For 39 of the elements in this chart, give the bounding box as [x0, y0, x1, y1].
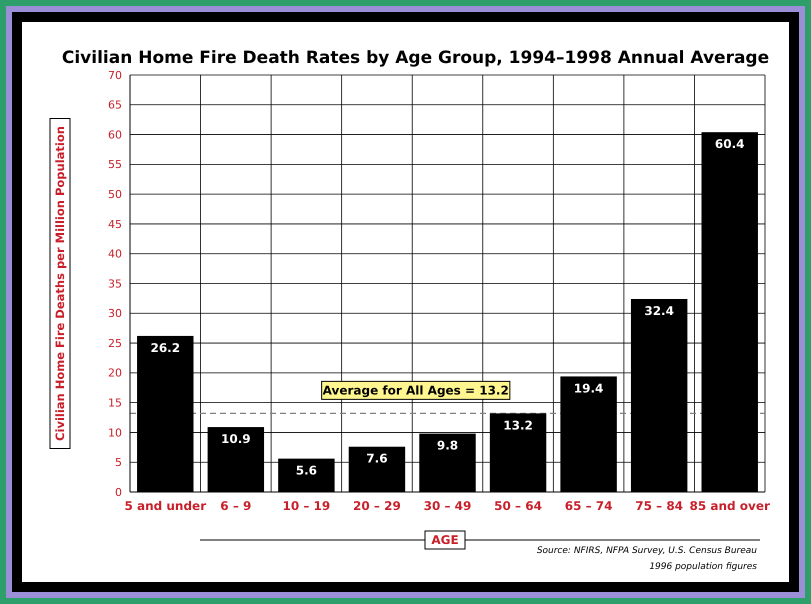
y-tick-label: 50	[108, 188, 122, 201]
data-label: 13.2	[503, 418, 533, 432]
y-tick-label: 70	[108, 68, 122, 82]
y-tick-label: 30	[108, 307, 122, 320]
x-tick-label: 20 – 29	[353, 499, 401, 514]
data-label: 19.4	[574, 381, 604, 396]
x-tick-label: 85 and over	[690, 499, 770, 514]
x-axis-title: AGE	[431, 533, 459, 548]
y-tick-label: 20	[108, 366, 122, 380]
y-tick-label: 55	[108, 158, 122, 172]
y-tick-label: 60	[108, 128, 122, 142]
data-label: 10.9	[221, 432, 251, 446]
y-tick-label: 45	[108, 218, 122, 231]
ref-line-label: Average for All Ages = 13.2	[322, 384, 509, 398]
y-tick-label: 5	[115, 456, 122, 470]
x-tick-label: 5 and under	[124, 499, 206, 514]
y-tick-label: 35	[108, 277, 122, 290]
y-axis-title: Civilian Home Fire Deaths per Million Population	[53, 126, 68, 441]
data-label: 32.4	[644, 304, 674, 318]
data-label: 9.8	[436, 438, 458, 453]
text: 1996 population figures	[649, 562, 758, 572]
source-note: Source: NFIRS, NFPA Survey, U.S. Census Bureau	[536, 546, 758, 556]
data-label: 7.6	[366, 452, 388, 466]
x-tick-label: 50 – 64	[494, 499, 542, 514]
data-label: 60.4	[714, 137, 745, 152]
data-label: 26.2	[150, 340, 180, 355]
x-tick-label: 6 – 9	[220, 499, 252, 514]
data-label: 5.6	[296, 464, 318, 478]
y-tick-label: 65	[108, 98, 122, 112]
x-tick-label: 75 – 84	[635, 499, 684, 514]
x-tick-label: 10 – 19	[282, 499, 330, 514]
y-tick-label: 25	[108, 336, 122, 350]
x-tick-label: 65 – 74	[564, 499, 612, 514]
y-tick-label: 10	[108, 426, 122, 440]
y-tick-label: 40	[108, 248, 122, 261]
x-tick-label: 30 – 49	[424, 499, 472, 514]
y-tick-label: 15	[108, 396, 122, 410]
y-tick-label: 0	[115, 486, 122, 499]
chart-title: Civilian Home Fire Death Rates by Age Group, 1994–1998 Annual Average	[62, 48, 770, 68]
